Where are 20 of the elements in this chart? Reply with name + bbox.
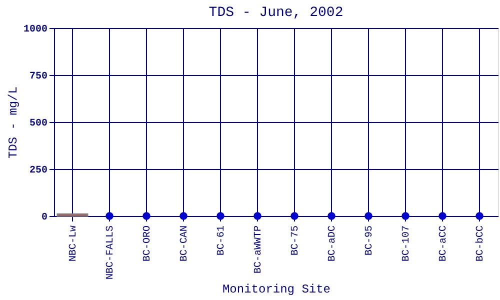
x-tick-label: BC-aWWTP [254,226,264,274]
x-tick-label: BC-CAN [180,226,190,262]
x-tick-label: BC-61 [216,226,228,256]
x-tick-label: BC-95 [364,226,376,256]
x-tick-label: BC-aCC [438,226,450,262]
x-tick-label: BC-aDC [328,226,338,262]
chart-title: TDS - June, 2002 [208,5,344,21]
y-axis-title: TDS - mg/L [6,86,20,159]
y-tick-label: 750 [29,72,48,82]
x-tick-label: BC-bCC [474,226,486,262]
x-tick-label: NBC-Lw [68,226,80,262]
x-tick-label: NBC-FALLS [106,226,116,280]
x-tick-label: BC-75 [290,226,302,256]
x-axis-title: Monitoring Site [222,282,331,297]
y-tick-label: 0 [41,212,48,224]
y-tick-label: 500 [29,118,48,130]
y-tick-label: 250 [29,166,48,176]
x-tick-label: BC-ORO [142,226,154,262]
y-tick-label: 1000 [23,24,48,36]
x-tick-label: BC-107 [402,226,412,262]
